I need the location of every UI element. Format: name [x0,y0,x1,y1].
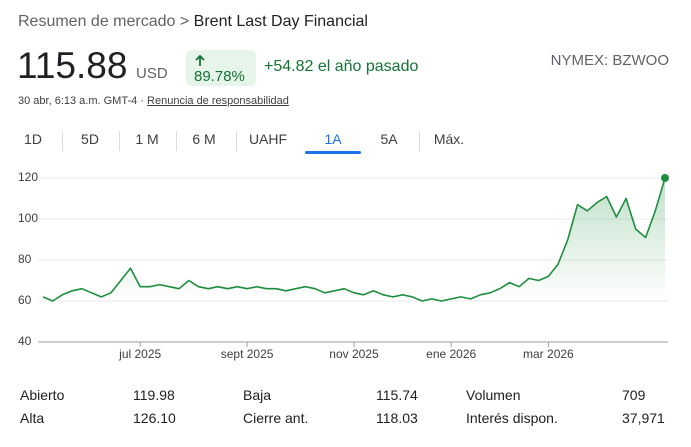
timestamp: 30 abr, 6:13 a.m. GMT-4 [18,95,138,107]
separator: > [179,13,190,30]
currency: USD [136,65,168,82]
y-tick-label: 80 [18,252,32,266]
stat-value: 709 [622,387,646,403]
tab-underline [305,151,361,154]
change: +54.82 el año pasado [264,58,419,75]
tab[interactable]: 1A [324,131,342,147]
stat-label: Abierto [20,387,65,403]
y-tick-label: 100 [18,211,38,225]
stat-value: 126.10 [133,410,176,426]
tab[interactable]: 5A [380,131,398,147]
change-badge [186,50,256,86]
tab-divider [175,131,177,151]
y-tick-label: 40 [18,334,32,348]
stat-value: 119.98 [133,387,175,403]
last-point [661,174,669,182]
tabs: 1D 5D 1 M 6 M UAHF 1A 5A Máx. [0,128,480,156]
area [43,178,665,342]
stat-value: 115.74 [376,387,418,403]
tab-divider [118,131,120,151]
stat-value: 118.03 [376,410,418,426]
stat-label: Interés dispon. [466,410,558,426]
change-percent: 89.78% [194,68,245,85]
disclaimer-link[interactable]: Renuncia de responsabilidad [147,95,289,107]
timestamp-line: 30 abr, 6:13 a.m. GMT-4 · Renuncia de re… [18,95,289,107]
stat-label: Alta [20,410,45,426]
stat-label: Baja [243,387,272,403]
stat-label: Cierre ant. [243,410,309,426]
x-tick-label: nov 2025 [329,347,379,361]
x-tick-label: sept 2025 [221,347,274,361]
tab-divider [61,131,63,151]
breadcrumb: Resumen de mercado > Brent Last Day Fina… [18,13,368,31]
tab[interactable]: 1 M [135,131,159,147]
tab[interactable]: 5D [81,131,99,147]
price: 115.88 [17,45,128,86]
tab-divider [419,131,420,151]
x-tick-label: mar 2026 [523,347,574,361]
tab[interactable]: 6 M [192,131,216,147]
x-tick-label: ene 2026 [426,347,476,361]
dot: · [140,95,144,107]
line [42,177,666,302]
stat-label: Volumen [466,387,521,403]
ticker: NYMEX: BZWOO [550,52,669,69]
up-arrow [195,54,205,66]
y-tick-label: 120 [18,170,38,184]
tab-divider [236,131,237,151]
y-tick-label: 60 [18,293,32,307]
x-tick-label: jul 2025 [118,347,161,361]
title: Brent Last Day Financial [193,13,368,30]
tab[interactable]: Máx. [433,131,465,147]
tab[interactable]: 1D [24,131,42,147]
breadcrumb-link[interactable]: Resumen de mercado [18,13,176,30]
tab[interactable]: UAHF [248,131,288,147]
chart: 120 100 80 60 40 jul 2025 sept 2025 nov 2025 ene… [18,170,669,361]
stat-value: 37,971 [622,410,665,426]
